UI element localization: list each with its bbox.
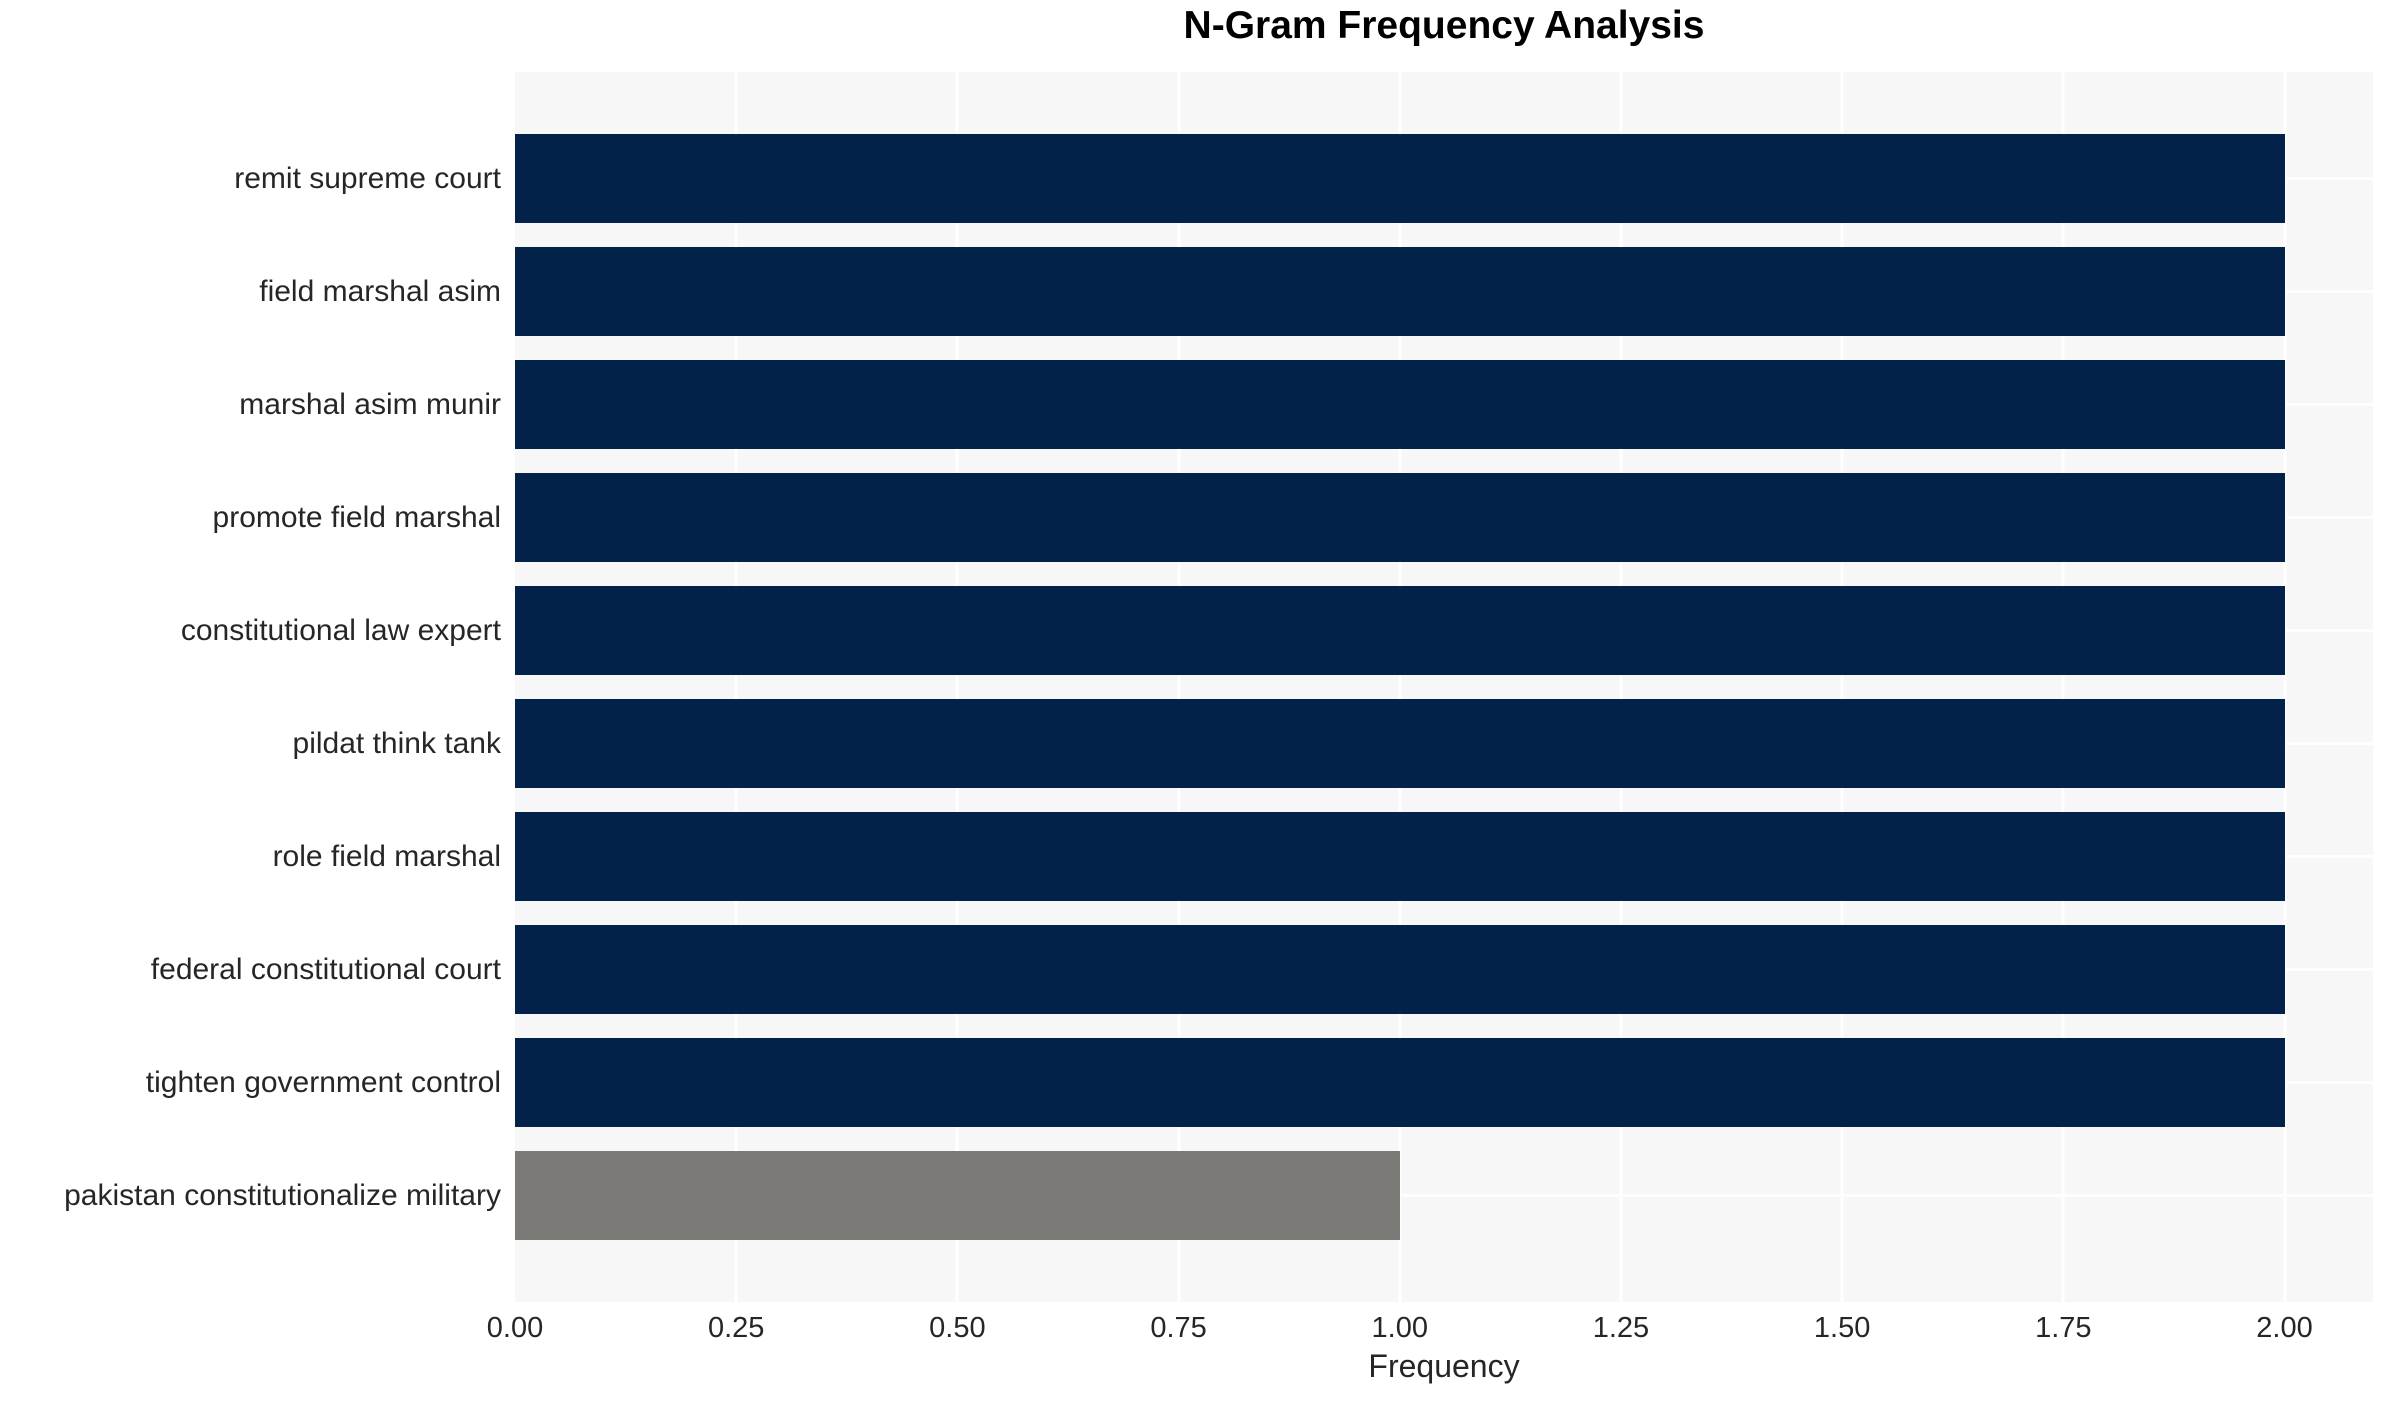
gridline-horizontal — [515, 1194, 2373, 1197]
bar — [515, 134, 2285, 223]
gridline-vertical — [1398, 72, 1402, 1302]
y-axis-label: marshal asim munir — [239, 388, 501, 421]
bar — [515, 247, 2285, 336]
y-axis-label: tighten government control — [145, 1066, 501, 1099]
plot-area — [515, 72, 2373, 1302]
x-tick-label: 0.75 — [1150, 1312, 1207, 1344]
gridline-vertical — [2283, 72, 2287, 1302]
bar — [515, 360, 2285, 449]
x-tick-label: 0.50 — [929, 1312, 986, 1344]
x-tick-label: 0.00 — [486, 1312, 544, 1344]
y-axis-label: pakistan constitutionalize military — [64, 1179, 501, 1212]
bar — [515, 586, 2285, 675]
bar — [515, 699, 2285, 788]
y-axis-label: promote field marshal — [212, 501, 501, 534]
x-tick-label: 1.00 — [1371, 1312, 1428, 1344]
y-axis-label: federal constitutional court — [150, 953, 501, 986]
x-tick-label: 2.00 — [2256, 1312, 2313, 1344]
gridline-vertical — [2061, 72, 2065, 1302]
y-axis-label: pildat think tank — [292, 727, 501, 760]
bar — [515, 925, 2285, 1014]
y-axis-label: role field marshal — [272, 840, 501, 873]
gridline-vertical — [1619, 72, 1623, 1302]
y-axis-label: constitutional law expert — [180, 614, 501, 647]
bar — [515, 1151, 1400, 1240]
gridline-vertical — [734, 72, 738, 1302]
y-axis-label: remit supreme court — [234, 162, 501, 195]
gridline-vertical — [1177, 72, 1181, 1302]
x-tick-label: 0.25 — [707, 1312, 765, 1344]
gridline-vertical — [955, 72, 959, 1302]
chart-title: N-Gram Frequency Analysis — [1183, 4, 1705, 47]
x-tick-label: 1.75 — [2035, 1312, 2092, 1344]
bar — [515, 1038, 2285, 1127]
x-axis-title: Frequency — [1368, 1348, 1520, 1384]
x-tick-label: 1.50 — [1813, 1312, 1871, 1344]
bar — [515, 473, 2285, 562]
gridline-vertical — [1840, 72, 1844, 1302]
x-tick-label: 1.25 — [1592, 1312, 1650, 1344]
bar — [515, 812, 2285, 901]
y-axis-label: field marshal asim — [259, 275, 501, 308]
